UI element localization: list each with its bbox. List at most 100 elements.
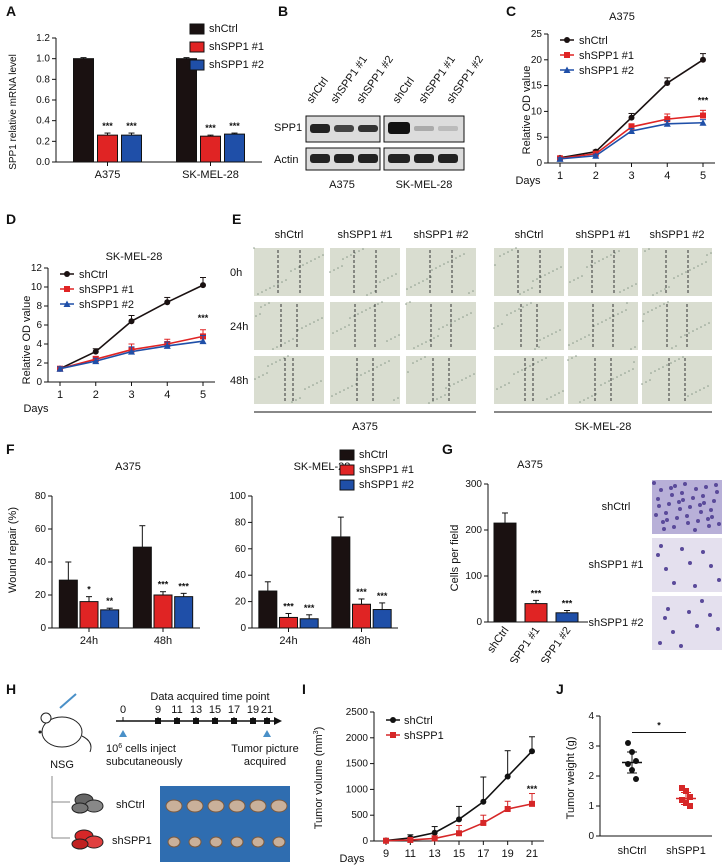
timeline-marker — [193, 718, 199, 724]
cell-dot — [508, 382, 510, 384]
cell-dot — [386, 340, 388, 342]
cell-dot — [425, 341, 427, 343]
cell-dot — [302, 264, 304, 266]
cell-dot — [546, 398, 548, 400]
cell-dot — [306, 262, 308, 264]
stained-cell — [658, 641, 662, 645]
cell-dot — [472, 290, 474, 292]
data-point — [633, 776, 639, 782]
cell-dot — [390, 338, 392, 340]
data-point — [625, 740, 631, 746]
cell-dot — [545, 357, 547, 359]
cell-dot — [273, 285, 275, 287]
x-tick-label: SK-MEL-28 — [182, 169, 239, 181]
cell-dot — [428, 402, 430, 404]
x-tick-label: shCtrl — [618, 845, 647, 857]
cell-dot — [644, 250, 646, 252]
data-point — [687, 794, 693, 800]
y-tick-label: 0.4 — [36, 116, 50, 127]
micrograph — [254, 356, 324, 404]
stained-cell — [659, 544, 663, 548]
cell-dot — [655, 307, 657, 309]
stained-cell — [717, 522, 721, 526]
picture-label: Tumor picture — [231, 743, 298, 755]
x-tick-label: 13 — [429, 848, 441, 860]
stained-cell — [686, 521, 690, 525]
cell-dot — [261, 291, 263, 293]
cell-dot — [624, 372, 626, 374]
micrograph — [652, 596, 722, 650]
cell-dot — [684, 334, 686, 336]
y-tick-label: 0 — [40, 623, 46, 634]
micrograph — [642, 356, 712, 404]
legend-swatch — [339, 464, 355, 476]
cell-dot — [571, 357, 573, 359]
bar — [258, 590, 278, 629]
cell-dot — [670, 362, 672, 364]
stained-cell — [687, 610, 691, 614]
legend-label: shSPP1 #2 — [359, 479, 414, 491]
data-point — [628, 114, 635, 121]
cell-dot — [349, 317, 351, 319]
cell-dot — [450, 322, 452, 324]
cell-dot — [353, 315, 355, 317]
significance-label: *** — [102, 121, 113, 131]
y-tick-label: 0.8 — [36, 74, 50, 85]
stained-cell — [664, 511, 668, 515]
bar — [200, 135, 221, 163]
cell-dot — [641, 383, 643, 385]
y-tick-label: 2 — [36, 358, 42, 369]
cell-dot — [667, 301, 669, 303]
y-tick-label: 25 — [531, 29, 543, 40]
cell-dot — [314, 258, 316, 260]
legend-marker — [390, 717, 396, 723]
cell-dot — [682, 356, 684, 358]
picture-label-line2: acquired — [244, 756, 286, 768]
data-point — [504, 773, 511, 780]
cell-dot — [321, 317, 323, 319]
cell-dot — [605, 319, 607, 321]
cell-dot — [647, 311, 649, 313]
y-axis-label: Tumor weight (g) — [565, 737, 577, 820]
chart-d: D SK-MEL-28 Relative OD value Days 0 2 4 6 8… — [6, 211, 215, 415]
cell-dot — [575, 355, 577, 357]
y-tick-label: 100 — [465, 571, 482, 582]
cell-dot — [625, 309, 627, 311]
legend-marker — [390, 732, 396, 738]
cell-dot — [612, 378, 614, 380]
x-tick-label: 9 — [383, 848, 389, 860]
cell-dot — [264, 304, 266, 306]
cell-dot — [298, 266, 300, 268]
cell-dot — [658, 368, 660, 370]
y-tick-label: 100 — [229, 491, 246, 502]
panel-a: A SPP1 relative mRNA level 0.0 0.2 0.4 0.6 0… — [0, 0, 270, 200]
panel-i: I Tumor volume (mm3) Days 0 500 1000 1500 20… — [300, 678, 552, 867]
cell-dot — [361, 311, 363, 313]
stained-cell — [701, 550, 705, 554]
row-label: 24h — [230, 321, 248, 333]
legend-swatch — [339, 449, 355, 461]
cell-dot — [664, 288, 666, 290]
stained-cell — [666, 607, 670, 611]
cell-dot — [431, 269, 433, 271]
y-tick-label: 60 — [35, 524, 47, 535]
timeline-marker — [212, 718, 218, 724]
cell-dot — [517, 371, 519, 373]
cell-dot — [309, 323, 311, 325]
cell-dot — [663, 303, 665, 305]
cell-dot — [568, 344, 570, 346]
x-tick-label: 2 — [593, 170, 599, 182]
cell-dot — [552, 270, 554, 272]
cell-dot — [454, 320, 456, 322]
data-point — [663, 120, 671, 127]
cell-dot — [360, 374, 362, 376]
y-tick-label: 1500 — [346, 759, 369, 770]
timeline-marker — [231, 718, 237, 724]
bar — [331, 536, 351, 629]
cell-dot — [540, 276, 542, 278]
chart-title: A375 — [517, 459, 543, 471]
y-tick-label: 0 — [36, 377, 42, 388]
y-tick-label: 3 — [588, 741, 594, 752]
cell-dot — [526, 304, 528, 306]
significance-label: *** — [283, 601, 294, 611]
